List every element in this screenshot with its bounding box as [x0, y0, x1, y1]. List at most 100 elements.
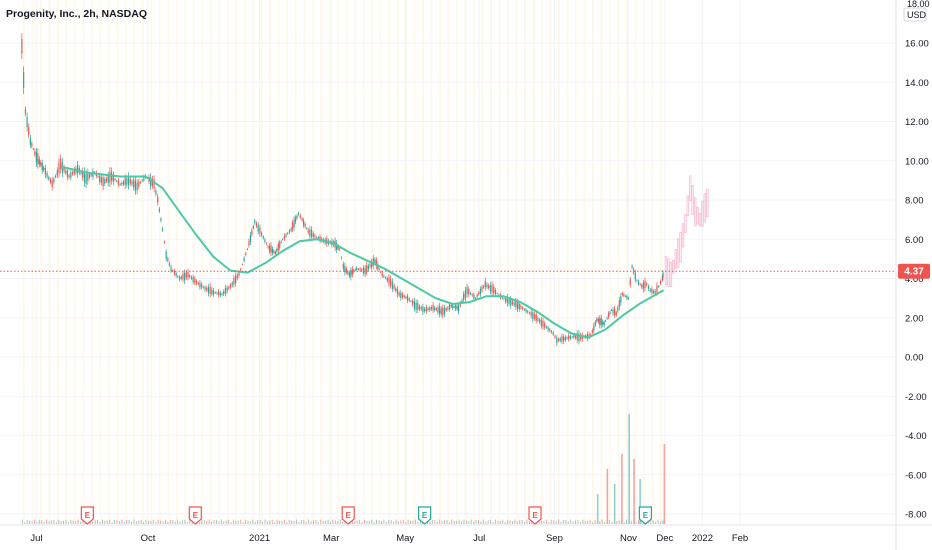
candle-body [296, 215, 298, 219]
session-band [507, 0, 509, 525]
candle-body [283, 235, 285, 239]
volume-bar [446, 519, 448, 524]
candle-body [466, 287, 468, 295]
candle-body [618, 300, 620, 308]
candle-body [28, 127, 30, 135]
volume-bar [172, 520, 174, 524]
volume-bar [490, 519, 492, 524]
volume-bar [630, 520, 632, 524]
volume-bar [80, 521, 82, 524]
candle-body [347, 271, 349, 274]
currency-unit-box[interactable] [903, 7, 927, 22]
candle-body [88, 174, 91, 178]
session-band [82, 0, 85, 525]
candle-body [43, 167, 45, 171]
volume-bar [592, 522, 594, 524]
y-axis[interactable]: 16.00 14.00 12.00 10.00 8.00 6.00 4.00 2.00 0.00… [905, 39, 929, 521]
volume-bar [286, 522, 288, 524]
candle-body [559, 338, 561, 341]
volume-bar [327, 519, 329, 524]
candle-body [544, 323, 546, 328]
volume-bar [228, 519, 230, 524]
volume-bar [451, 519, 453, 524]
session-band [48, 0, 51, 525]
volume-bar [485, 521, 487, 524]
candle-body [257, 225, 259, 232]
candle-body [127, 176, 130, 186]
candle-body [264, 239, 266, 242]
session-band [124, 0, 127, 525]
earnings-marker[interactable]: E [418, 506, 432, 525]
earnings-marker-shape [418, 506, 432, 525]
candle-body [549, 329, 551, 331]
candle-body [474, 297, 477, 299]
candle-body [285, 234, 287, 237]
candle-body [442, 307, 444, 316]
volume-bar [465, 520, 467, 524]
candle-body [615, 312, 617, 315]
volume-bar [75, 521, 77, 524]
volume-bar [33, 519, 35, 524]
earnings-marker-shape [638, 506, 653, 525]
candle-body [301, 218, 303, 221]
earnings-marker[interactable]: E [638, 506, 653, 525]
candle-body [481, 286, 483, 291]
candle-body [65, 170, 67, 174]
candle-body [104, 179, 106, 184]
volume-bar [543, 520, 545, 524]
volume-bar [647, 521, 649, 524]
candle-body [469, 292, 472, 295]
candle-body [617, 307, 619, 311]
candle-body [297, 213, 300, 215]
candle-body [249, 235, 251, 242]
candle-body [202, 286, 204, 288]
volume-bar [276, 519, 278, 524]
session-band [150, 0, 153, 525]
candle-body [226, 287, 228, 292]
volume-bar [116, 520, 118, 524]
candle-body [652, 290, 655, 293]
candle-body [340, 257, 343, 259]
candle-body [641, 285, 643, 288]
volume-bar [337, 521, 339, 524]
volume-spike [606, 469, 609, 524]
candle-body [631, 265, 633, 268]
volume-bar [395, 519, 397, 524]
candle-body [405, 296, 407, 299]
volume-bar [220, 519, 222, 524]
candle-body [212, 290, 215, 295]
volume-bar [121, 519, 123, 524]
current-price-label-text: 4.37 [904, 267, 924, 278]
candle-body [280, 241, 282, 243]
volume-bar [659, 521, 661, 524]
current-price-label-bg [898, 263, 930, 279]
currency-unit[interactable]: USD [907, 10, 927, 20]
candle-body [374, 259, 376, 263]
candle-body [415, 302, 417, 311]
earnings-marker[interactable]: E [528, 506, 542, 525]
y-tick-label: -4.00 [905, 431, 927, 442]
candle-body [410, 301, 412, 302]
candle-body [505, 298, 507, 302]
candle-body [624, 296, 626, 297]
volume-bar [400, 520, 402, 524]
candle-body [29, 138, 31, 145]
candle-body [369, 264, 371, 267]
volume-bar [65, 519, 67, 524]
earnings-marker[interactable]: E [188, 506, 202, 525]
y-tick-label: 10.00 [905, 156, 929, 167]
earnings-marker[interactable]: E [80, 506, 94, 525]
earnings-marker[interactable]: E [341, 506, 355, 525]
volume-bar [242, 522, 244, 524]
candle-body [40, 162, 42, 166]
volume-bar [650, 520, 652, 524]
volume-bar [342, 521, 344, 524]
candle-body [435, 308, 437, 310]
candle-body [520, 305, 522, 309]
x-axis[interactable]: Jul Oct 2021 Mar May Jul Sep Nov Dec 2022 Feb [30, 533, 748, 544]
future-candle [672, 259, 675, 274]
volume-bar [558, 519, 560, 524]
candle-body [102, 177, 104, 187]
